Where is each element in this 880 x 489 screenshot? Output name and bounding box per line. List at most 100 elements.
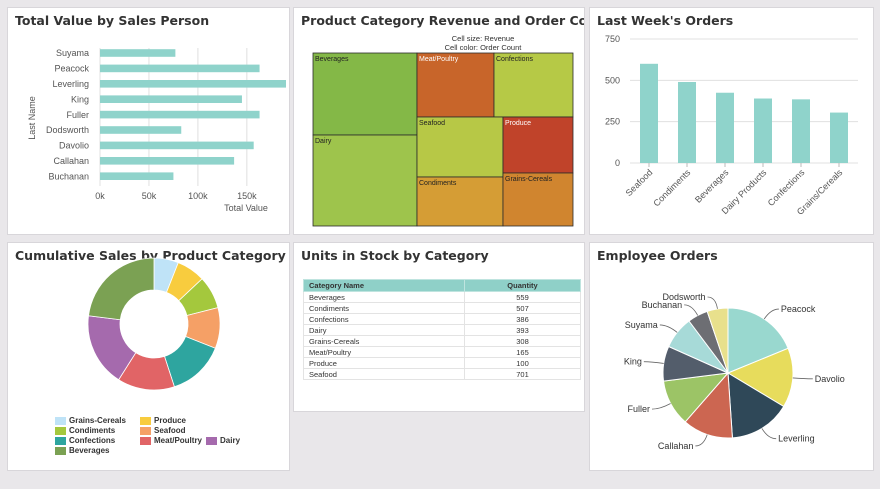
panel-weekly-orders: Last Week's Orders 0 250 500 750 Seafood Cond… [589,7,874,235]
table-row[interactable]: Grains-Cereals 308 [303,335,581,347]
table-row[interactable]: Beverages 559 [303,291,581,303]
legend-swatch [140,416,151,425]
quantity-cell: 308 [464,335,581,347]
pie-label: Peacock [781,304,816,314]
panel-cumulative-sales: Cumulative Sales by Product Category Gra… [7,242,290,471]
table-row[interactable]: Seafood 701 [303,368,581,380]
treemap-cell [312,52,418,136]
stock-table: Category Name Quantity Beverages 559 Condi… [303,279,581,380]
y-axis-label: Last Name [27,96,37,140]
y-tick-label: 250 [605,117,620,127]
x-tick-label: 150k [237,191,257,201]
bar [100,64,260,73]
treemap-note-size: Cell size: Revenue [452,34,515,43]
legend-item[interactable]: Produce [140,416,186,425]
bar [100,110,260,119]
legend-label: Seafood [154,426,186,435]
table-row[interactable]: Condiments 507 [303,302,581,314]
category-cell: Beverages [303,291,465,303]
bar [100,126,182,134]
panel-treemap: Product Category Revenue and Order Count… [293,7,585,235]
quantity-cell: 701 [464,368,581,380]
legend-label: Produce [154,416,187,425]
legend-item[interactable]: Meat/Poultry [140,436,202,445]
treemap-cell [416,116,504,178]
pie-leader-line [659,324,678,333]
treemap-cell-label: Meat/Poultry [419,56,459,63]
treemap-cell-label: Grains-Cereals [505,176,553,183]
x-tick-label: Beverages [693,167,731,205]
bar [678,81,696,163]
pie-label: Suyama [625,320,658,330]
y-tick-label: Leverling [52,79,89,89]
legend-swatch [206,436,217,445]
legend-item[interactable]: Condiments [55,426,115,435]
bar [100,141,254,150]
quantity-cell: 393 [464,324,581,336]
x-tick-label: Confections [766,167,807,208]
y-tick-label: Davolio [59,141,89,151]
y-tick-label: Fuller [66,110,89,120]
legend-item[interactable]: Seafood [140,426,186,435]
panel-title: Units in Stock by Category [301,248,489,263]
treemap-cell-label: Beverages [315,56,349,63]
pie-leader-line [763,308,779,320]
quantity-cell: 507 [464,302,581,314]
donut-legend: Grains-Cereals Produce Condiments Seafood Co… [8,243,289,470]
quantity-cell: 165 [464,346,581,358]
panel-title: Product Category Revenue and Order Count [301,13,585,28]
legend-label: Dairy [220,436,241,445]
table-row[interactable]: Dairy 393 [303,324,581,336]
pie-label: King [624,357,642,367]
legend-item[interactable]: Beverages [55,446,109,455]
category-cell: Seafood [303,368,465,380]
category-cell: Grains-Cereals [303,335,465,347]
pie-label: Davolio [815,374,845,384]
legend-item[interactable]: Confections [55,436,115,445]
legend-label: Beverages [69,446,110,455]
table-row[interactable]: Meat/Poultry 165 [303,346,581,358]
legend-item[interactable]: Dairy [206,436,240,445]
legend-label: Grains-Cereals [69,416,126,425]
pie-leader-line [684,304,699,316]
x-tick-label: Seafood [624,167,655,198]
bar [716,92,734,163]
pie-slice [727,372,785,439]
pie-label: Leverling [778,434,815,444]
legend-swatch [55,446,66,455]
bar [100,80,286,88]
category-cell: Condiments [303,302,465,314]
column-header-category[interactable]: Category Name [303,279,465,292]
x-axis-label: Total Value [224,203,268,213]
bar [792,99,810,163]
bar [100,95,242,103]
treemap-note-color: Cell color: Order Count [445,43,523,52]
legend-swatch [140,426,151,435]
legend-swatch [55,436,66,445]
quantity-cell: 100 [464,357,581,369]
treemap-cell-label: Produce [505,120,531,127]
legend-label: Confections [69,436,116,445]
treemap-cell [416,176,504,227]
pie-label: Dodsworth [662,292,705,302]
legend-item[interactable]: Grains-Cereals [55,416,126,425]
pie-leader-line [707,296,718,309]
bar [754,98,772,163]
pie-label: Callahan [658,441,694,451]
panel-title: Total Value by Sales Person [15,13,210,28]
pie-leader-line [643,361,664,364]
column-header-quantity[interactable]: Quantity [464,279,581,292]
y-tick-label: 0 [615,158,620,168]
table-row[interactable]: Confections 386 [303,313,581,325]
bar [100,172,174,180]
panel-sales-person: Total Value by Sales Person 0k 50k 100k 150… [7,7,290,235]
bar [830,112,848,163]
y-tick-label: Dodsworth [46,125,89,135]
table-row[interactable]: Produce 100 [303,357,581,369]
legend-swatch [55,416,66,425]
bar [100,49,176,57]
pie-leader-line [695,434,708,447]
y-tick-label: Peacock [54,64,89,74]
panel-employee-orders: Employee Orders Peacock Davolio Leverling C… [589,242,874,471]
